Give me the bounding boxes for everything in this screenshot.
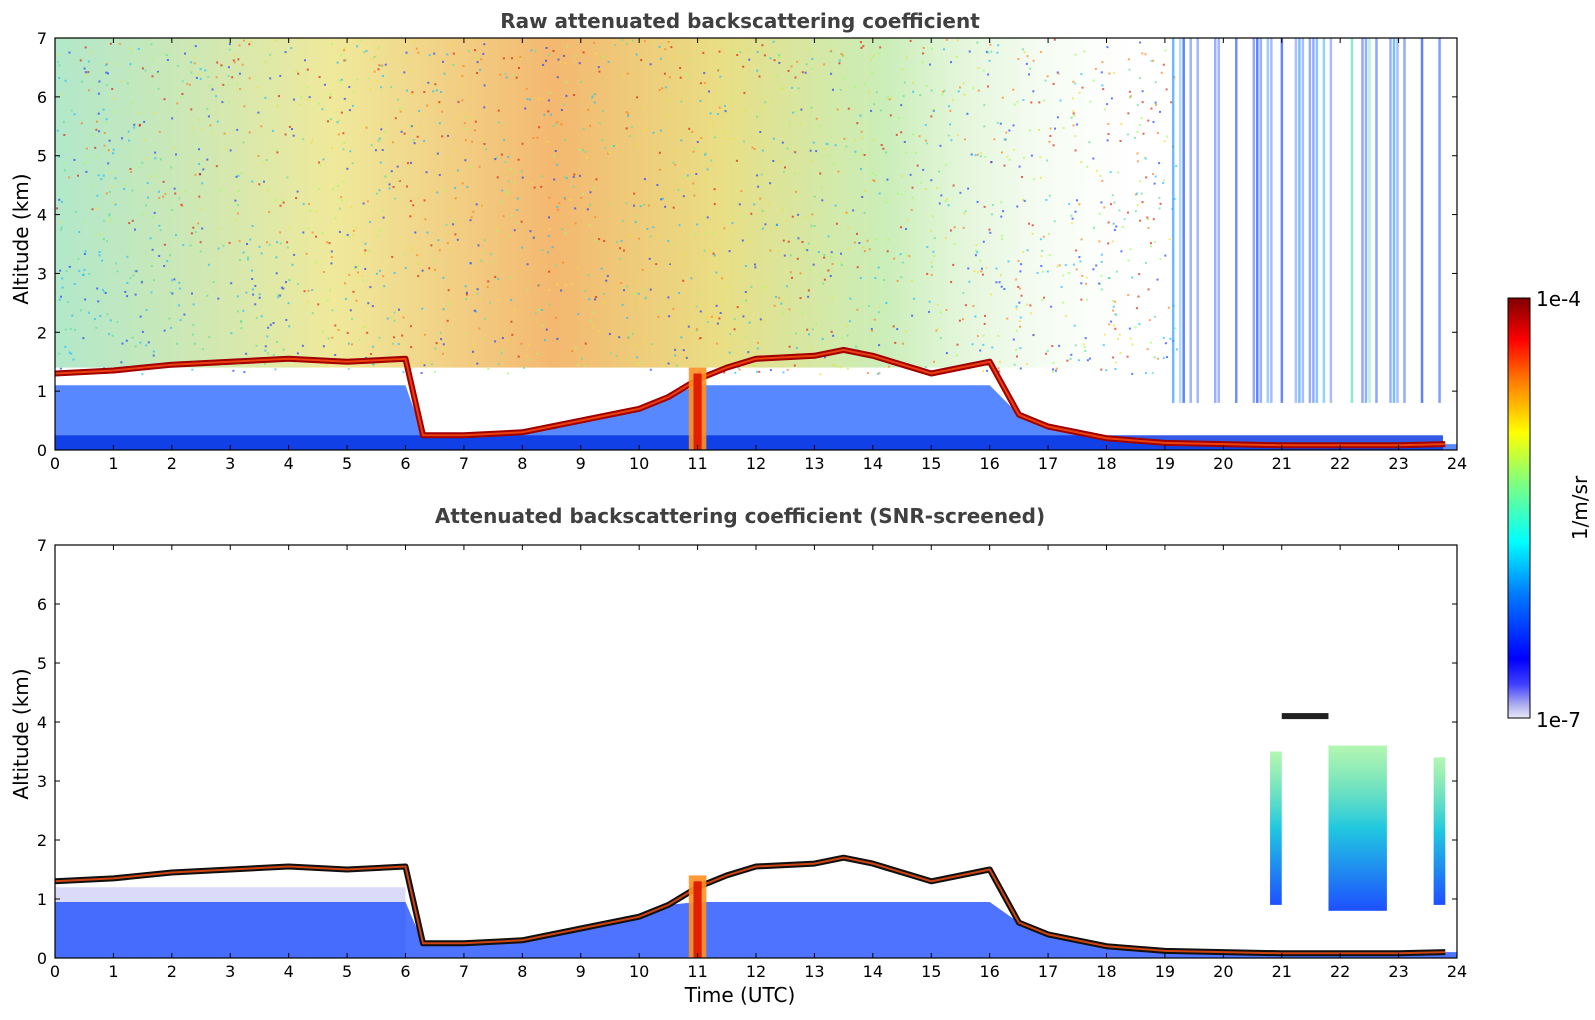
y-tick-label: 1 <box>37 382 47 401</box>
y-tick-label: 6 <box>37 595 47 614</box>
x-tick-label: 23 <box>1388 454 1408 473</box>
colorbar-gradient <box>1507 297 1531 719</box>
x-tick-label: 16 <box>979 962 999 981</box>
y-tick-label: 2 <box>37 323 47 342</box>
x-tick-label: 12 <box>746 962 766 981</box>
x-tick-label: 15 <box>921 454 941 473</box>
x-tick-label: 22 <box>1330 962 1350 981</box>
x-tick-label: 9 <box>576 454 586 473</box>
boundary-layer <box>55 385 1457 450</box>
heatmap-area <box>55 38 1457 450</box>
cloud-column <box>1433 757 1446 905</box>
raw-backscatter-panel: Raw attenuated backscattering coefficien… <box>9 9 1467 473</box>
aerosol-layer-core <box>55 856 1446 955</box>
colorbar: 1e-4 1e-7 1/m/sr <box>1507 287 1592 732</box>
x-tick-label: 11 <box>687 962 707 981</box>
x-tick-label: 11 <box>687 454 707 473</box>
x-tick-label: 8 <box>517 962 527 981</box>
x-tick-label: 21 <box>1272 962 1292 981</box>
y-tick-label: 4 <box>37 206 47 225</box>
x-tick-label: 19 <box>1155 454 1175 473</box>
y-tick-label: 6 <box>37 88 47 107</box>
x-tick-label: 12 <box>746 454 766 473</box>
x-tick-label: 3 <box>225 454 235 473</box>
x-tick-label: 1 <box>108 454 118 473</box>
colorbar-unit-label: 1/m/sr <box>1568 475 1592 540</box>
x-tick-label: 23 <box>1388 962 1408 981</box>
axes: 0 1 2 3 4 5 6 7 8 9 10 11 12 13 14 15 16 17 18 19 20 21 22 23 24… <box>37 536 1467 981</box>
x-tick-label: 16 <box>979 454 999 473</box>
x-tick-label: 6 <box>400 454 410 473</box>
x-tick-label: 20 <box>1213 962 1233 981</box>
x-tick-label: 20 <box>1213 454 1233 473</box>
elevated-layer <box>1281 713 1329 720</box>
axes: 0 1 2 3 4 5 6 7 8 9 10 11 12 13 14 15 16 17 18 19 20 21 22 23 24… <box>37 29 1467 473</box>
y-axis-label: Altitude (km) <box>9 173 33 304</box>
x-tick-label: 9 <box>576 962 586 981</box>
x-tick-label: 18 <box>1096 454 1116 473</box>
boundary-layer <box>55 902 1457 958</box>
y-tick-label: 4 <box>37 713 47 732</box>
x-tick-label: 22 <box>1330 454 1350 473</box>
convective-plume-core <box>693 881 702 958</box>
x-tick-label: 4 <box>284 454 294 473</box>
y-axis-label: Altitude (km) <box>9 668 33 799</box>
colorbar-min-label: 1e-7 <box>1536 708 1581 732</box>
aerosol-layer-core <box>55 348 1446 447</box>
x-axis-label: Time (UTC) <box>684 983 796 1007</box>
x-tick-label: 19 <box>1155 962 1175 981</box>
sparse-columns <box>1171 38 1441 403</box>
x-tick-label: 18 <box>1096 962 1116 981</box>
panel-title: Attenuated backscattering coefficient (S… <box>435 504 1045 528</box>
y-tick-label: 5 <box>37 654 47 673</box>
x-tick-label: 3 <box>225 962 235 981</box>
x-tick-label: 8 <box>517 454 527 473</box>
x-tick-label: 2 <box>167 454 177 473</box>
x-tick-label: 6 <box>400 962 410 981</box>
y-tick-label: 3 <box>37 772 47 791</box>
y-tick-label: 5 <box>37 147 47 166</box>
y-tick-label: 3 <box>37 264 47 283</box>
x-tick-label: 13 <box>804 454 824 473</box>
x-tick-label: 17 <box>1038 962 1058 981</box>
x-tick-label: 2 <box>167 962 177 981</box>
y-tick-label: 7 <box>37 536 47 555</box>
y-tick-label: 1 <box>37 890 47 909</box>
y-tick-label: 0 <box>37 949 47 968</box>
x-tick-label: 0 <box>50 454 60 473</box>
panel-title: Raw attenuated backscattering coefficien… <box>500 9 980 33</box>
x-tick-label: 5 <box>342 962 352 981</box>
x-tick-label: 24 <box>1447 962 1467 981</box>
x-tick-label: 21 <box>1272 454 1292 473</box>
x-tick-label: 10 <box>629 454 649 473</box>
x-tick-label: 15 <box>921 962 941 981</box>
snr-screened-backscatter-panel: Attenuated backscattering coefficient (S… <box>9 504 1467 1007</box>
x-tick-label: 0 <box>50 962 60 981</box>
x-tick-label: 7 <box>459 454 469 473</box>
colorbar-max-label: 1e-4 <box>1536 287 1581 311</box>
x-tick-label: 4 <box>284 962 294 981</box>
y-tick-label: 2 <box>37 831 47 850</box>
noise-speckle <box>56 38 1178 376</box>
x-tick-label: 5 <box>342 454 352 473</box>
x-tick-label: 13 <box>804 962 824 981</box>
x-tick-label: 7 <box>459 962 469 981</box>
cloud-column <box>1328 745 1387 911</box>
x-tick-label: 1 <box>108 962 118 981</box>
heatmap-area <box>55 713 1457 958</box>
y-tick-label: 0 <box>37 441 47 460</box>
y-tick-label: 7 <box>37 29 47 48</box>
x-tick-label: 14 <box>863 962 883 981</box>
x-tick-label: 10 <box>629 962 649 981</box>
x-tick-label: 24 <box>1447 454 1467 473</box>
cloud-column <box>1270 751 1282 905</box>
noise-background <box>55 38 1165 368</box>
x-tick-label: 14 <box>863 454 883 473</box>
convective-plume-core <box>693 373 702 450</box>
x-tick-label: 17 <box>1038 454 1058 473</box>
